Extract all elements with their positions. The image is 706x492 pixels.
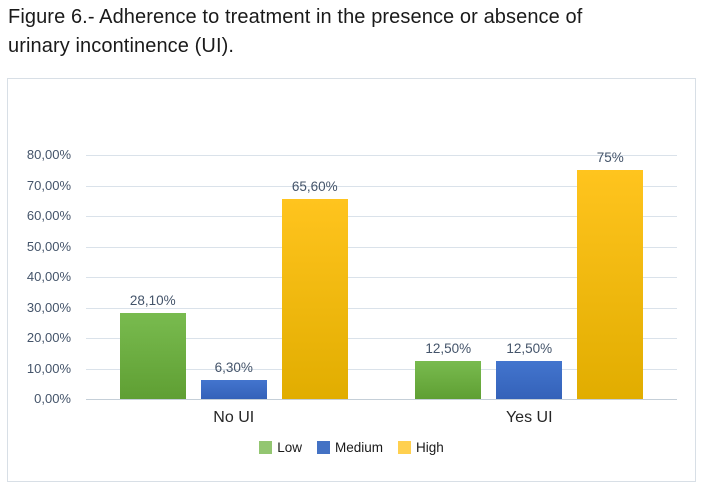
category-label-yes-ui: Yes UI	[505, 409, 553, 426]
legend-label-high: High	[416, 440, 444, 455]
bar-groups: 28,10% 6,30% 65,60% 12,50% 12,50% 75%	[86, 150, 678, 399]
bar-cell-medium-no-ui: 6,30%	[200, 360, 267, 399]
y-axis: 80,00% 70,00% 60,00% 50,00% 40,00% 30,00% 20,0…	[8, 79, 79, 481]
bar-medium-no-ui	[200, 379, 267, 399]
y-axis-tick: 20,00%	[26, 330, 71, 345]
bar-cell-low-yes-ui: 12,50%	[415, 341, 482, 399]
gridline	[86, 185, 677, 187]
bar-low-no-ui	[119, 313, 186, 399]
legend-swatch-medium	[316, 441, 330, 454]
y-axis-tick: 10,00%	[26, 360, 71, 376]
bar-medium-yes-ui	[496, 360, 563, 399]
figure-caption: Figure 6.- Adherence to treatment in the…	[8, 3, 696, 61]
chart-container: 80,00% 70,00% 60,00% 50,00% 40,00% 30,00% 20,0…	[7, 78, 696, 482]
category-label-no-ui: No UI	[213, 409, 255, 426]
y-axis-tick: 0,00%	[34, 391, 71, 406]
gridline	[86, 277, 677, 278]
bar-value-label: 75%	[596, 150, 624, 166]
bar-high-no-ui	[281, 198, 348, 399]
y-axis-tick: 80,00%	[26, 147, 71, 162]
y-axis-tick: 30,00%	[26, 299, 71, 315]
bar-group-no-ui: 28,10% 6,30% 65,60%	[86, 155, 382, 399]
bar-value-label: 28,10%	[129, 293, 176, 309]
legend-label-low: Low	[277, 440, 302, 455]
bar-cell-low-no-ui: 28,10%	[119, 293, 186, 399]
figure-caption-line1: Figure 6.- Adherence to treatment in the…	[8, 6, 583, 28]
y-axis-tick: 60,00%	[26, 208, 71, 223]
legend-item-high: High	[398, 440, 444, 455]
legend-label-medium: Medium	[334, 440, 383, 455]
legend-swatch-low	[259, 441, 273, 454]
bar-cell-medium-yes-ui: 12,50%	[496, 341, 563, 399]
bar-low-yes-ui	[415, 360, 482, 399]
gridline	[86, 216, 677, 217]
bar-value-label: 65,60%	[291, 178, 338, 194]
gridline	[86, 338, 677, 339]
y-axis-tick: 50,00%	[26, 238, 71, 254]
legend: Low Medium High	[8, 440, 695, 455]
bar-value-label: 6,30%	[214, 359, 253, 375]
gridline	[86, 368, 677, 370]
gridline	[86, 155, 677, 156]
legend-item-medium: Medium	[316, 440, 383, 455]
bar-high-yes-ui	[577, 170, 644, 399]
legend-swatch-high	[398, 441, 411, 454]
bar-value-label: 12,50%	[425, 340, 472, 356]
x-axis-labels: No UI Yes UI	[86, 409, 677, 427]
bar-cell-high-no-ui: 65,60%	[281, 179, 348, 399]
gridline	[86, 246, 677, 248]
plot-area: 28,10% 6,30% 65,60% 12,50% 12,50% 75%	[86, 150, 678, 400]
legend-item-low: Low	[259, 440, 302, 455]
bar-group-yes-ui: 12,50% 12,50% 75%	[382, 150, 678, 399]
gridline	[86, 307, 677, 309]
bar-cell-high-yes-ui: 75%	[577, 150, 644, 399]
y-axis-tick: 40,00%	[26, 269, 71, 284]
y-axis-tick: 70,00%	[26, 177, 71, 193]
bar-value-label: 12,50%	[506, 340, 553, 356]
figure-caption-line2: urinary incontinence (UI).	[8, 35, 235, 57]
